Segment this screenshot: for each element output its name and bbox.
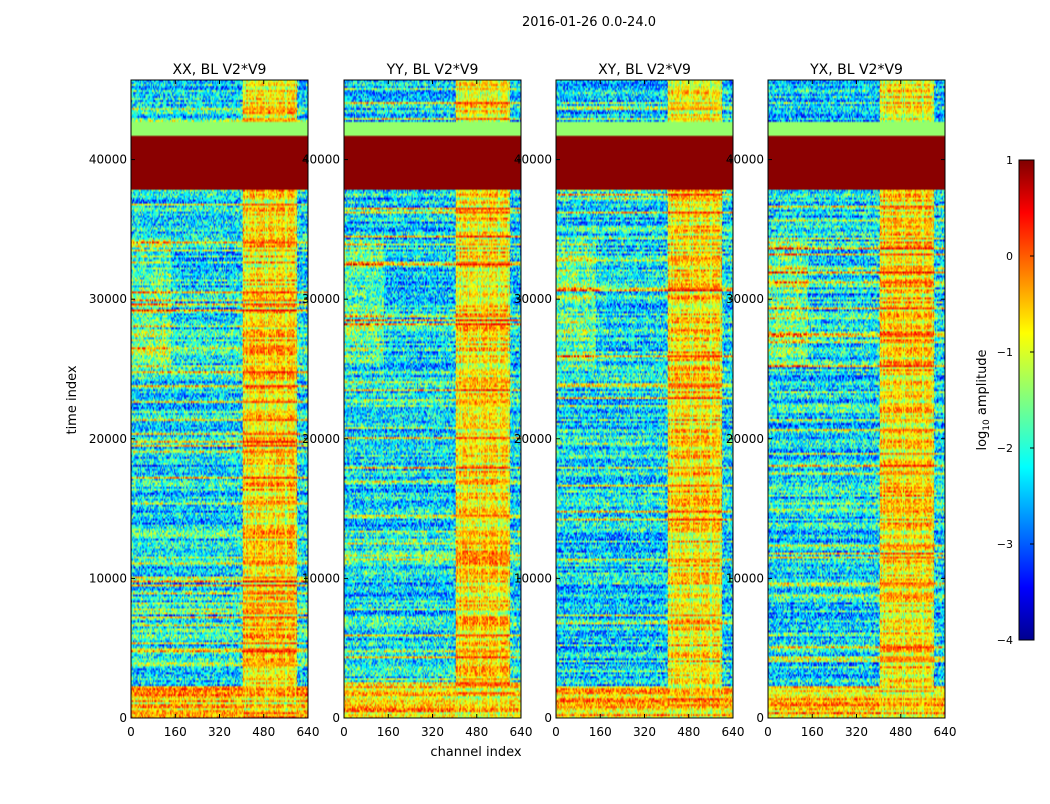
colorbar-tick-label: 1 <box>1006 154 1013 167</box>
x-tick-label: 0 <box>764 725 772 739</box>
y-tick-label: 20000 <box>89 432 127 446</box>
y-tick-label: 0 <box>756 711 764 725</box>
heatmap-panels: XX, BL V2*V9 0 160 320 480 640 0 10000 20000 3000… <box>89 62 957 739</box>
figure-suptitle: 2016-01-26 0.0-24.0 <box>522 15 656 30</box>
x-tick-label: 640 <box>934 725 957 739</box>
heatmap-panel-2: YY, BL V2*V9 0 160 320 480 640 0 10000 20000 3000… <box>302 62 533 739</box>
colorbar-tick-label: −1 <box>997 346 1013 359</box>
x-tick-label: 640 <box>510 725 533 739</box>
y-tick-label: 20000 <box>726 432 764 446</box>
heatmap-image <box>556 80 733 718</box>
y-tick-label: 30000 <box>89 292 127 306</box>
heatmap-image <box>344 80 521 718</box>
x-tick-label: 480 <box>677 725 700 739</box>
y-tick-label: 10000 <box>89 571 127 585</box>
x-tick-label: 160 <box>801 725 824 739</box>
y-tick-label: 10000 <box>302 571 340 585</box>
colorbar-label-sub: 10 <box>982 419 992 431</box>
x-tick-label: 160 <box>589 725 612 739</box>
colorbar-label: log10 amplitude <box>975 349 992 450</box>
panel-title: XY, BL V2*V9 <box>598 62 691 78</box>
x-tick-label: 320 <box>845 725 868 739</box>
y-tick-label: 40000 <box>514 153 552 167</box>
heatmap-image <box>768 80 945 718</box>
x-tick-label: 640 <box>297 725 320 739</box>
colorbar-ticks: 1 0 −1 −2 −3 −4 <box>997 154 1034 647</box>
y-tick-label: 10000 <box>514 571 552 585</box>
x-tick-label: 0 <box>127 725 135 739</box>
colorbar-tick-label: −4 <box>997 634 1013 647</box>
y-tick-label: 30000 <box>726 292 764 306</box>
x-tick-label: 480 <box>465 725 488 739</box>
x-tick-label: 160 <box>164 725 187 739</box>
x-tick-label: 320 <box>421 725 444 739</box>
colorbar-tick-label: −2 <box>997 442 1013 455</box>
figure-xlabel: channel index <box>430 745 521 760</box>
y-tick-label: 20000 <box>302 432 340 446</box>
y-tick-label: 10000 <box>726 571 764 585</box>
heatmap-image <box>131 80 308 718</box>
y-tick-label: 30000 <box>514 292 552 306</box>
y-tick-label: 0 <box>119 711 127 725</box>
y-tick-label: 40000 <box>302 153 340 167</box>
colorbar-gradient <box>1018 159 1035 641</box>
x-tick-label: 160 <box>377 725 400 739</box>
heatmap-panel-1: XX, BL V2*V9 0 160 320 480 640 0 10000 20000 3000… <box>89 62 320 739</box>
x-tick-label: 0 <box>340 725 348 739</box>
heatmap-panel-4: YX, BL V2*V9 0 160 320 480 640 0 10000 20000 3000… <box>726 62 957 739</box>
y-tick-label: 30000 <box>302 292 340 306</box>
x-tick-label: 320 <box>208 725 231 739</box>
y-tick-label: 0 <box>332 711 340 725</box>
figure-ylabel: time index <box>65 365 80 434</box>
colorbar-label-rest: amplitude <box>975 349 990 419</box>
panel-title: YX, BL V2*V9 <box>809 62 903 78</box>
colorbar-tick-label: −3 <box>997 538 1013 551</box>
x-tick-label: 480 <box>889 725 912 739</box>
panel-title: YY, BL V2*V9 <box>386 62 479 78</box>
heatmap-panel-3: XY, BL V2*V9 0 160 320 480 640 0 10000 20000 3000… <box>514 62 745 739</box>
y-tick-label: 20000 <box>514 432 552 446</box>
x-tick-label: 320 <box>633 725 656 739</box>
y-tick-label: 40000 <box>89 153 127 167</box>
x-tick-label: 480 <box>252 725 275 739</box>
panel-title: XX, BL V2*V9 <box>173 62 267 78</box>
colorbar-tick-label: 0 <box>1006 250 1013 263</box>
x-tick-label: 0 <box>552 725 560 739</box>
y-tick-label: 40000 <box>726 153 764 167</box>
colorbar: 10−1−2−3−4 log10 amplitude <box>975 154 1035 647</box>
y-tick-label: 0 <box>544 711 552 725</box>
colorbar-label-log: log <box>975 431 990 451</box>
x-tick-label: 640 <box>722 725 745 739</box>
